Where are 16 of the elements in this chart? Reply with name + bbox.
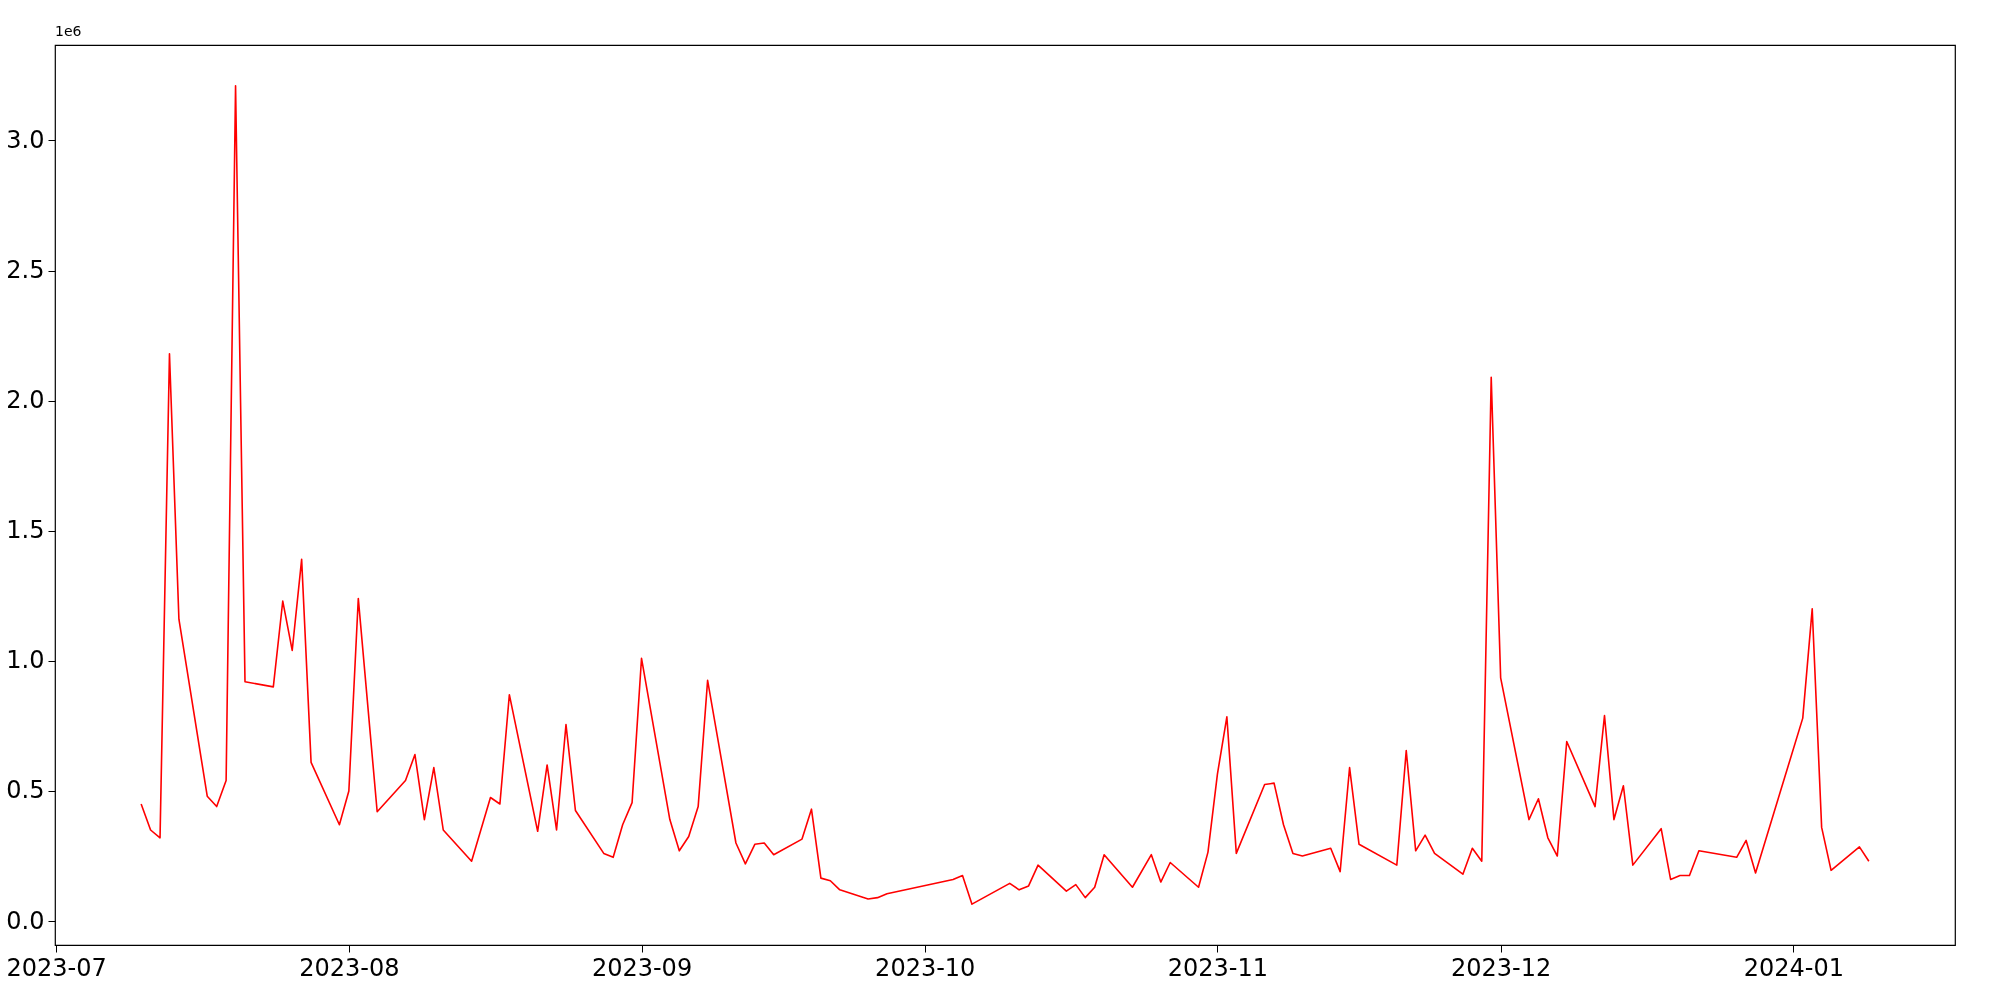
y-tick-label: 2.0 — [6, 386, 45, 415]
y-tick-label: 2.5 — [6, 256, 45, 285]
x-tick-label: 2023-07 — [6, 953, 107, 982]
text: 1e6 — [55, 23, 82, 39]
y-tick-label: 1.0 — [6, 646, 45, 675]
x-tick-label: 2023-08 — [299, 953, 400, 982]
y-tick-label: 3.0 — [6, 125, 45, 154]
x-tick-label: 2023-09 — [591, 953, 693, 982]
x-tick-label: 2023-12 — [1451, 953, 1552, 982]
x-tick-label: 2023-10 — [875, 953, 976, 982]
y-tick-label: 0.5 — [6, 776, 45, 805]
y-tick-label: 1.5 — [6, 516, 45, 545]
line-series — [140, 85, 1870, 905]
y-tick-label: 0.0 — [6, 906, 45, 935]
x-tick-label: 2023-11 — [1167, 953, 1269, 982]
x-tick-label: 2024-01 — [1743, 953, 1844, 982]
